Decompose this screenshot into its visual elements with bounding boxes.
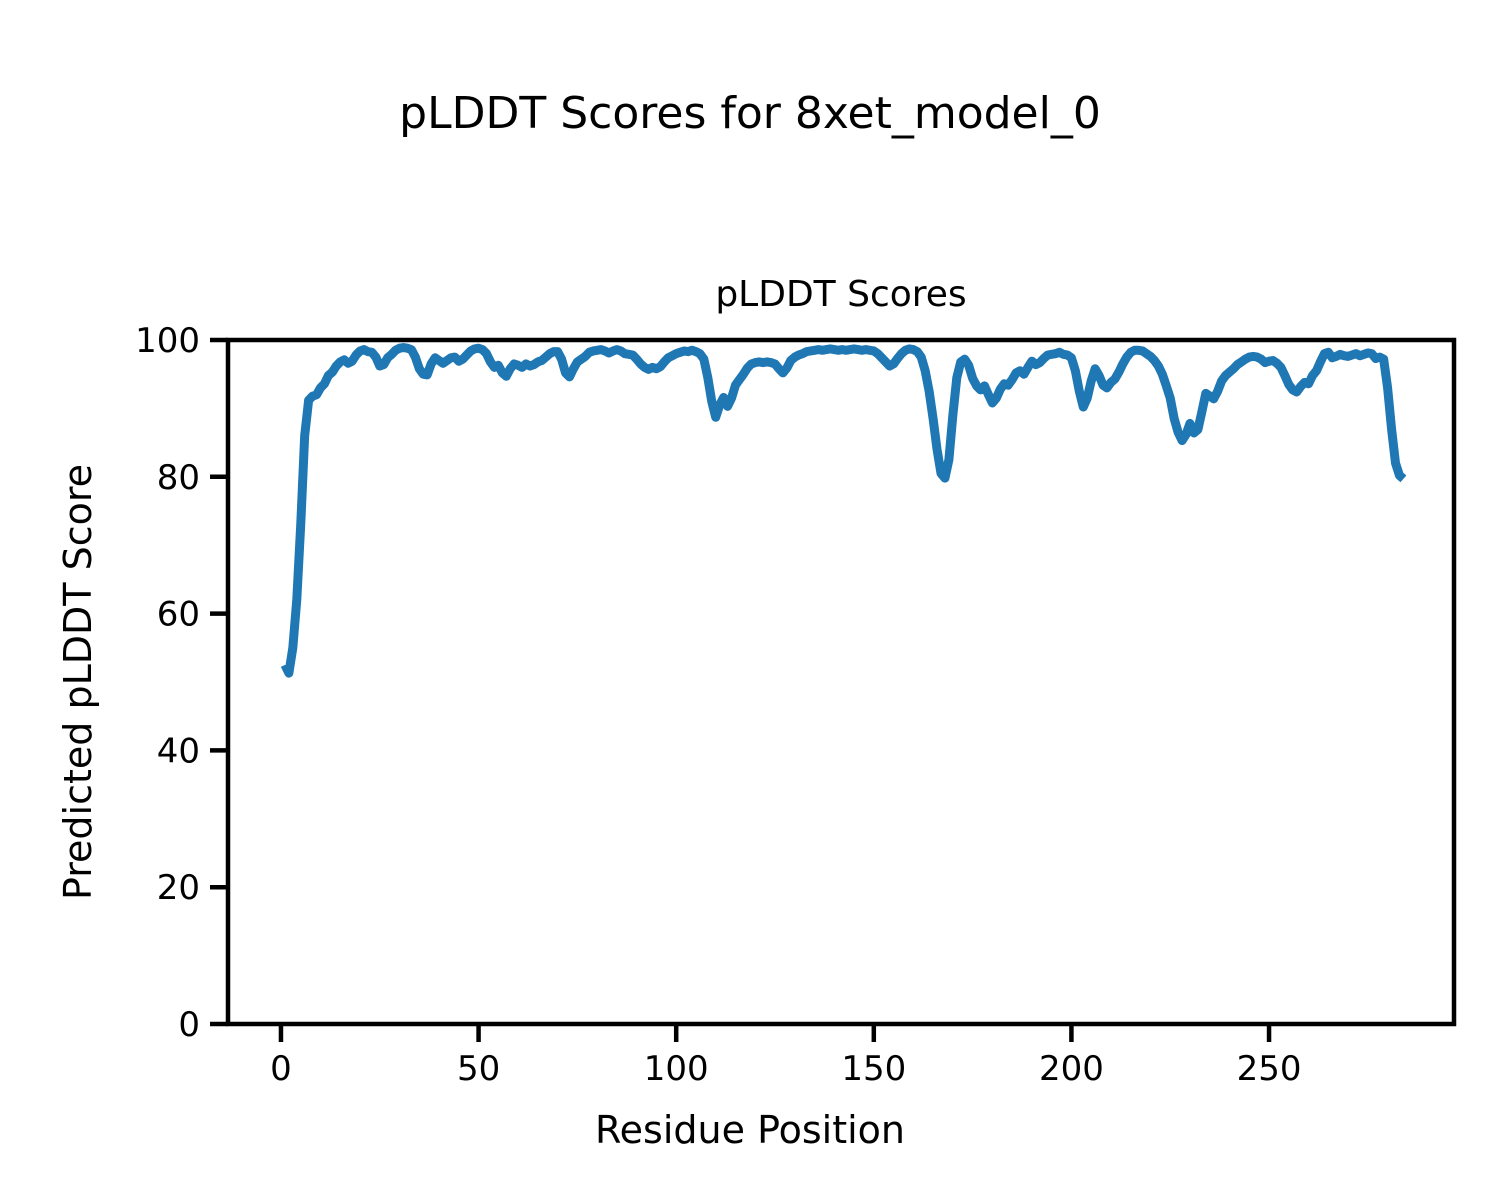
x-tick-label: 200 — [1039, 1049, 1104, 1089]
y-tick-label: 20 — [157, 868, 200, 908]
y-tick-label: 0 — [178, 1005, 200, 1045]
y-tick-label: 100 — [135, 321, 200, 361]
figure-title: pLDDT Scores for 8xet_model_0 — [399, 88, 1101, 139]
x-tick-label: 100 — [644, 1049, 709, 1089]
x-axis-label: Residue Position — [594, 1108, 906, 1152]
x-tick-label: 250 — [1237, 1049, 1302, 1089]
x-tick-label: 0 — [270, 1049, 292, 1089]
axes-title: pLDDT Scores — [715, 274, 967, 315]
y-tick-label: 40 — [157, 731, 200, 771]
plddt-line — [280, 343, 1407, 678]
y-tick-label: 60 — [157, 595, 200, 635]
y-tick-label: 80 — [157, 458, 200, 498]
y-axis-label: Predicted pLDDT Score — [56, 464, 100, 900]
x-tick-label: 50 — [457, 1049, 500, 1089]
x-tick-label: 150 — [841, 1049, 906, 1089]
axes-spines — [225, 337, 1457, 1027]
